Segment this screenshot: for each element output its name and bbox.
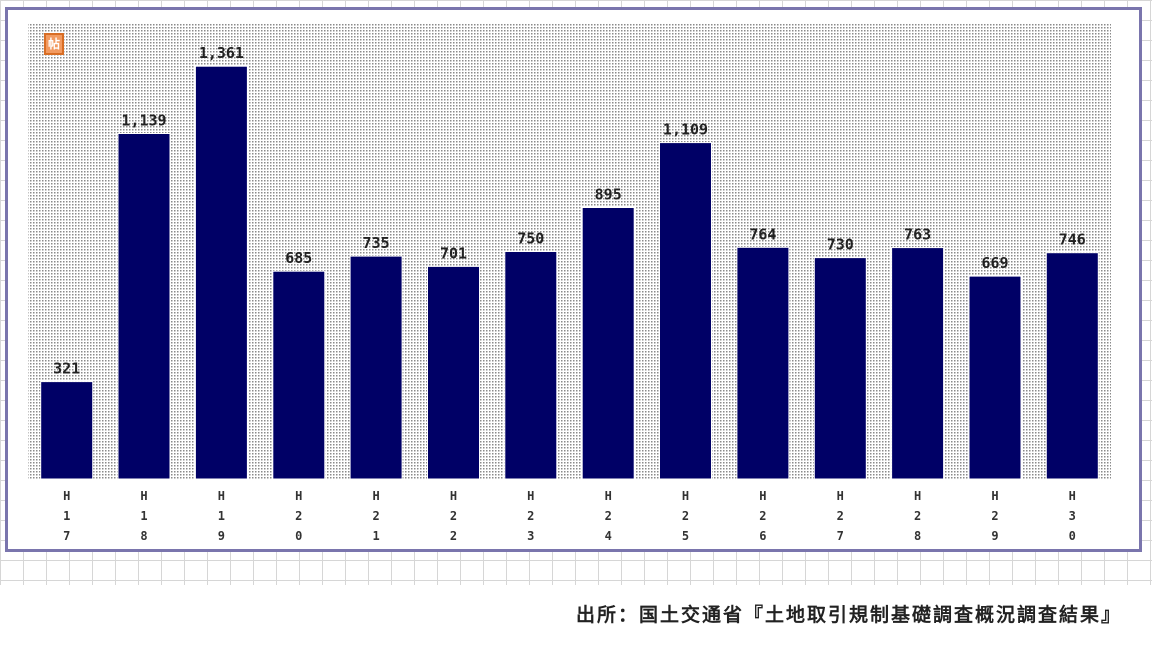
bar-H28 (891, 247, 945, 480)
value-label-H22: 701 (440, 244, 467, 262)
value-label-H23: 750 (517, 230, 544, 248)
bar-H25 (659, 142, 712, 480)
value-label-H17: 321 (53, 360, 80, 378)
value-label-H30: 746 (1059, 231, 1086, 249)
value-label-H26: 764 (749, 225, 776, 243)
bar-H29 (968, 275, 1022, 480)
bar-H27 (813, 257, 867, 480)
bar-H22 (427, 265, 480, 480)
logo-badge-icon: 帖 (44, 33, 64, 55)
bar-H23 (504, 251, 558, 480)
bar-H19 (194, 65, 248, 480)
bar-H30 (1045, 252, 1099, 480)
value-label-H29: 669 (981, 254, 1008, 272)
value-label-H25: 1,109 (663, 121, 708, 139)
value-label-H19: 1,361 (199, 44, 244, 62)
value-label-H21: 735 (363, 234, 390, 252)
value-label-H28: 763 (904, 226, 931, 244)
bar-H17 (40, 381, 94, 480)
bar-chart: 321 1,139 1,361 685 735 701 750 895 1,109 764 730 7… (28, 24, 1111, 543)
value-label-H18: 1,139 (121, 112, 166, 130)
value-label-H24: 895 (595, 186, 622, 204)
bar-H26 (736, 246, 790, 480)
bar-H20 (272, 270, 326, 480)
bar-H21 (349, 255, 403, 480)
source-note: 出所：国土交通省『土地取引規制基礎調査概況調査結果』 (575, 604, 1122, 626)
value-label-H20: 685 (285, 249, 312, 267)
value-label-H27: 730 (827, 236, 854, 254)
footer-strip (0, 585, 1152, 648)
plot-area (28, 24, 1111, 479)
bar-H24 (581, 207, 635, 480)
bar-H18 (117, 133, 171, 480)
